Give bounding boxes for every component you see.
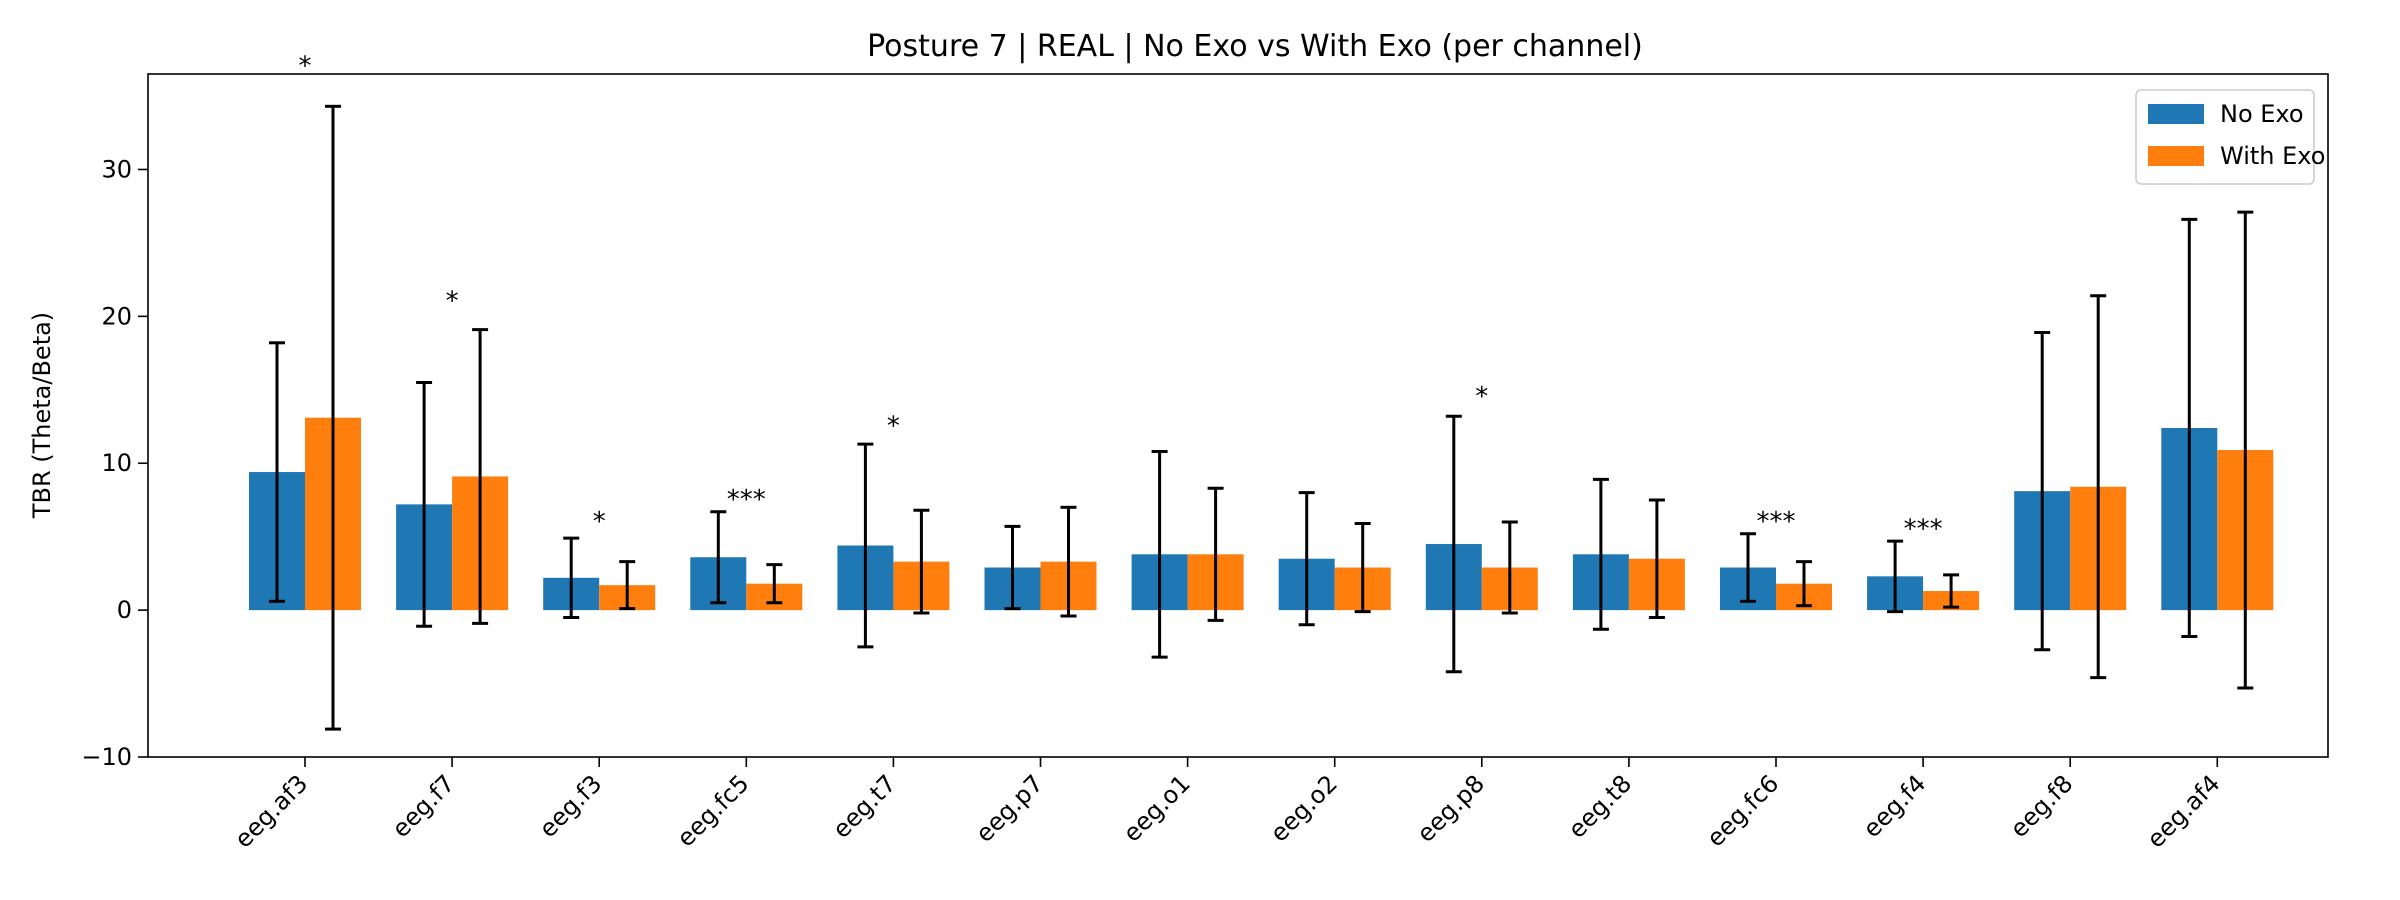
y-tick-label: 10 [101,449,132,477]
y-tick-label: −10 [81,743,132,771]
error-bar-with-exo-eeg-p7 [1060,505,1077,618]
error-bar-with-exo-eeg-f8 [2090,294,2107,680]
y-axis-label: TBR (Theta/Beta) [28,312,56,519]
significance-marker-eeg-f4: *** [1904,514,1943,544]
error-bar-with-exo-eeg-af4 [2237,210,2254,690]
error-bar-no-exo-eeg-fc6 [1740,532,1756,603]
error-bar-with-exo-eeg-t8 [1648,498,1665,619]
error-bar-no-exo-eeg-p7 [1004,524,1021,611]
y-axis: −10 0 10 20 30 [81,155,148,771]
error-bar-with-exo-eeg-o1 [1207,486,1224,622]
legend-label-no-exo: No Exo [2220,100,2304,128]
error-bar-with-exo-eeg-fc5 [766,563,783,605]
significance-marker-eeg-fc6: *** [1757,507,1796,537]
error-bar-no-exo-eeg-p8 [1445,414,1462,674]
error-bar-no-exo-eeg-fc5 [710,510,727,605]
significance-marker-eeg-f3: * [593,507,606,537]
legend-swatch-no-exo [2148,104,2204,124]
error-bar-with-exo-eeg-f4 [1943,573,1960,609]
y-tick-label: 0 [117,596,132,624]
error-bar-no-exo-eeg-f7 [416,380,433,628]
error-bar-with-exo-eeg-o2 [1354,521,1371,614]
y-tick-label: 30 [101,155,132,183]
error-bar-with-exo-eeg-p8 [1501,520,1518,615]
plot-area: *********** *** [249,52,2274,731]
significance-marker-eeg-f7: * [446,287,459,317]
significance-marker-eeg-af3: * [299,52,312,82]
plot-frame [147,73,2329,758]
error-bar-with-exo-eeg-f7 [472,328,489,625]
chart-title: Posture 7 | REAL | No Exo vs With Exo (p… [867,29,1643,64]
error-bar-no-exo-eeg-f4 [1887,539,1904,614]
y-tick-label: 20 [101,302,132,330]
error-bar-with-exo-eeg-t7 [913,508,930,615]
error-bar-no-exo-eeg-t7 [857,442,874,649]
legend-swatch-with-exo [2148,146,2204,166]
error-bar-no-exo-eeg-f8 [2034,331,2051,652]
error-bar-with-exo-eeg-fc6 [1796,560,1812,608]
error-bar-no-exo-eeg-o2 [1298,491,1315,627]
significance-marker-eeg-t7: * [887,412,900,442]
error-bar-no-exo-eeg-af3 [269,341,285,603]
error-bar-no-exo-eeg-af4 [2181,217,2198,639]
significance-marker-eeg-p8: * [1475,382,1488,412]
legend-label-with-exo: With Exo [2220,142,2325,170]
significance-marker-eeg-fc5: *** [727,485,766,515]
error-bar-no-exo-eeg-t8 [1592,477,1609,631]
error-bar-with-exo-eeg-f3 [619,560,636,611]
error-bar-no-exo-eeg-o1 [1151,449,1168,659]
error-bar-no-exo-eeg-f3 [563,536,580,619]
error-bar-with-exo-eeg-af3 [325,104,341,731]
legend: No Exo With Exo [2135,89,2325,185]
